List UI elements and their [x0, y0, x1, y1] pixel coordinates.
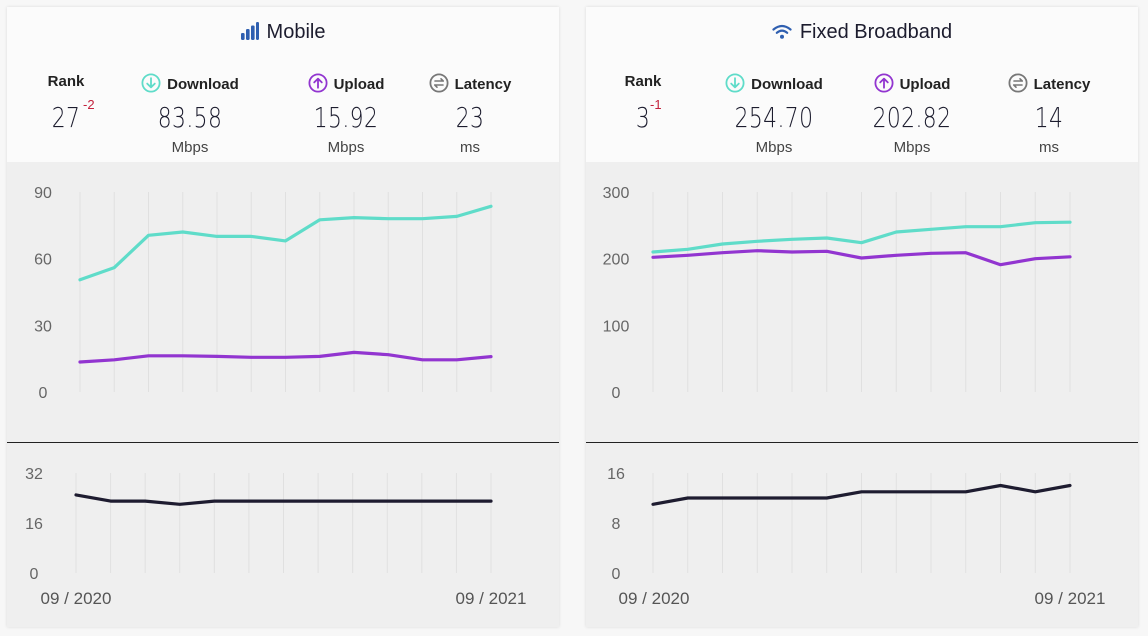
fixed-latency-chart-svg: 0 8 16 09 / 2020 09 / 2021 [607, 466, 1106, 608]
x-start-label: 09 / 2020 [619, 589, 690, 608]
upload-metric: Upload 202.82 Mbps [847, 73, 977, 163]
latency-chart: 0 16 32 09 / 2020 09 / 2021 [7, 443, 559, 627]
wifi-icon [772, 23, 792, 46]
upload-line [78, 350, 493, 364]
mobile-panel: Mobile Rank 27 -2 Download 83.58 Mbps Up… [7, 7, 559, 627]
rank-metric: Rank 27 -2 [1, 73, 131, 163]
panel-title-text: Fixed Broadband [799, 21, 953, 43]
panel-title: Fixed Broadband [586, 21, 1138, 46]
y-tick-label: 16 [25, 516, 43, 533]
download-label: Download [125, 73, 255, 93]
download-line [651, 220, 1072, 254]
latency-value: 14 [1034, 101, 1064, 134]
fixed-header: Fixed Broadband Rank 3 -1 Download 254.7… [586, 7, 1138, 162]
y-tick-label: 0 [30, 566, 39, 583]
y-tick-label: 100 [603, 318, 630, 335]
upload-label: Upload [281, 73, 411, 93]
rank-value: 27 [51, 101, 81, 134]
y-tick-label: 16 [607, 466, 625, 483]
speed-chart: 0 100 200 300 [586, 162, 1138, 442]
x-start-label: 09 / 2020 [41, 589, 112, 608]
y-tick-label: 200 [603, 252, 630, 269]
download-unit: Mbps [171, 139, 209, 156]
y-tick-label: 0 [39, 385, 48, 402]
download-metric: Download 83.58 Mbps [125, 73, 255, 163]
latency-line [74, 493, 493, 506]
y-tick-label: 8 [612, 516, 621, 533]
latency-chart: 0 8 16 09 / 2020 09 / 2021 [586, 443, 1138, 627]
upload-line [651, 249, 1072, 267]
panel-title-text: Mobile [266, 21, 326, 43]
upload-icon [874, 73, 894, 93]
download-metric: Download 254.70 Mbps [709, 73, 839, 163]
latency-unit: ms [460, 139, 480, 156]
latency-icon [429, 73, 449, 93]
chart-divider [7, 442, 559, 443]
latency-label: Latency [984, 73, 1114, 93]
latency-icon [1008, 73, 1028, 93]
y-tick-label: 32 [25, 466, 43, 483]
y-tick-label: 90 [34, 185, 52, 202]
download-value: 83.58 [157, 101, 223, 134]
latency-unit: ms [1039, 139, 1059, 156]
download-line [78, 204, 493, 282]
upload-metric: Upload 15.92 Mbps [281, 73, 411, 163]
latency-metric: Latency 14 ms [984, 73, 1114, 163]
panel-title: Mobile [7, 21, 559, 46]
signal-bars-icon [240, 22, 259, 46]
chart-divider [586, 442, 1138, 443]
rank-label: Rank [624, 73, 662, 90]
rank-value: 3 [635, 101, 651, 134]
upload-value: 202.82 [872, 101, 952, 134]
upload-unit: Mbps [327, 139, 365, 156]
upload-icon [308, 73, 328, 93]
upload-label: Upload [847, 73, 977, 93]
latency-label: Latency [405, 73, 535, 93]
fixed-broadband-panel: Fixed Broadband Rank 3 -1 Download 254.7… [586, 7, 1138, 627]
rank-change: -2 [83, 97, 95, 112]
y-tick-label: 0 [612, 566, 621, 583]
upload-unit: Mbps [893, 139, 931, 156]
y-tick-label: 60 [34, 252, 52, 269]
rank-change: -1 [650, 97, 662, 112]
download-label: Download [709, 73, 839, 93]
x-end-label: 09 / 2021 [1035, 589, 1106, 608]
download-icon [141, 73, 161, 93]
mobile-speed-chart-svg: 0 30 60 90 [34, 185, 493, 402]
y-tick-label: 0 [612, 385, 621, 402]
rank-label: Rank [47, 73, 85, 90]
mobile-header: Mobile Rank 27 -2 Download 83.58 Mbps Up… [7, 7, 559, 162]
latency-value: 23 [455, 101, 485, 134]
download-unit: Mbps [755, 139, 793, 156]
latency-line [651, 483, 1072, 506]
download-value: 254.70 [734, 101, 814, 134]
x-end-label: 09 / 2021 [456, 589, 527, 608]
upload-value: 15.92 [313, 101, 379, 134]
latency-metric: Latency 23 ms [405, 73, 535, 163]
download-icon [725, 73, 745, 93]
y-tick-label: 30 [34, 318, 52, 335]
mobile-latency-chart-svg: 0 16 32 09 / 2020 09 / 2021 [25, 466, 527, 608]
fixed-speed-chart-svg: 0 100 200 300 [603, 185, 1072, 402]
rank-metric: Rank 3 -1 [578, 73, 708, 163]
speed-chart: 0 30 60 90 [7, 162, 559, 442]
y-tick-label: 300 [603, 185, 630, 202]
